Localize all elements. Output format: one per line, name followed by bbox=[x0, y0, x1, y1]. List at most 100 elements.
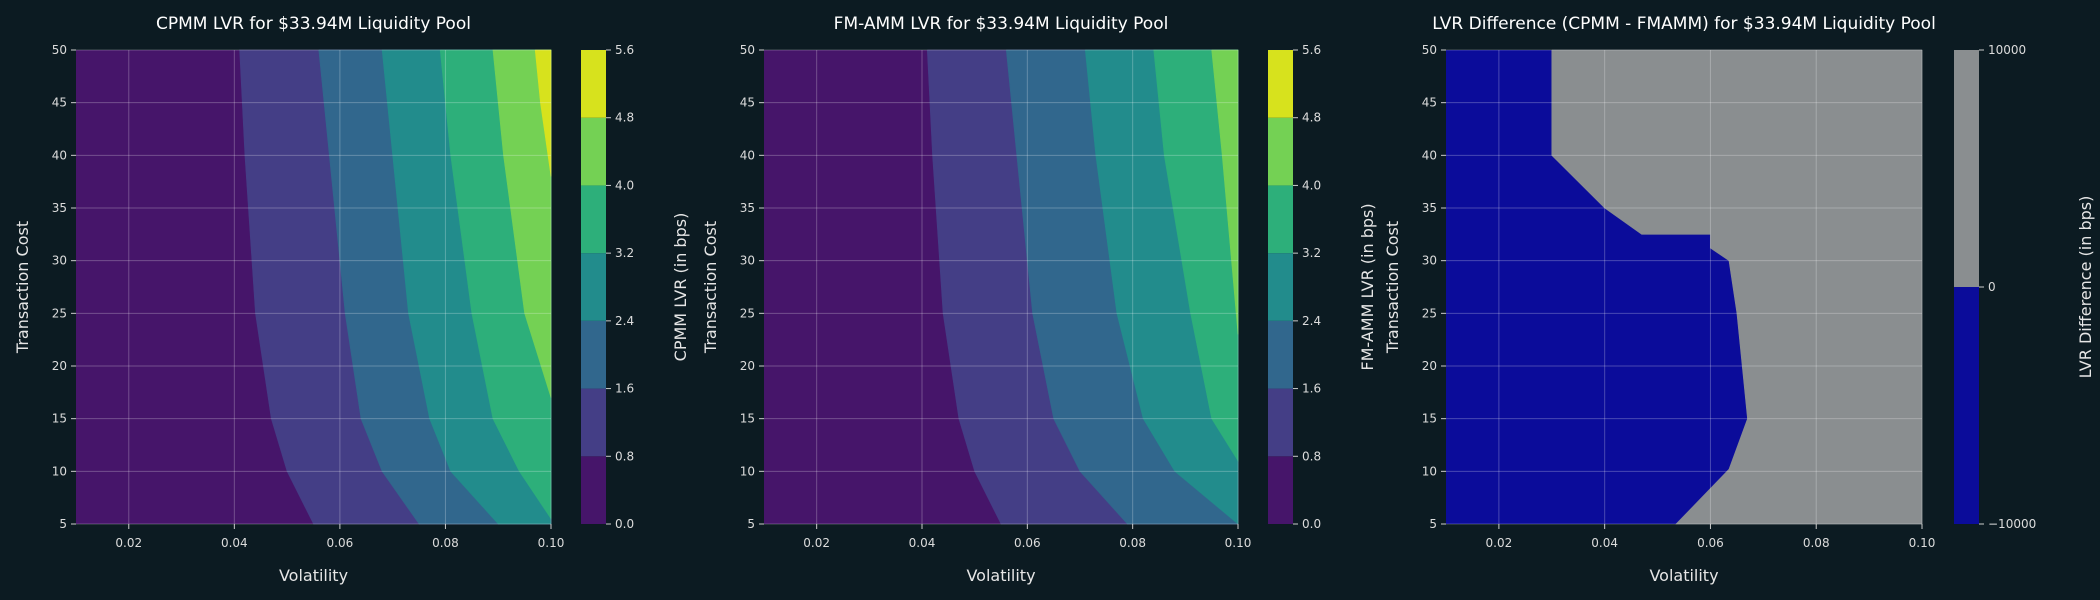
x-tick-label: 0.08 bbox=[1119, 536, 1146, 550]
y-tick-label: 10 bbox=[740, 464, 755, 478]
x-tick-label: 0.02 bbox=[803, 536, 830, 550]
colorbar-tick-label: 0 bbox=[1988, 280, 1996, 294]
colorbar-segment bbox=[1268, 117, 1293, 186]
colorbar-segment bbox=[1954, 287, 1979, 524]
contour-band-6 bbox=[1211, 49, 1239, 335]
colorbar-tick-label: 5.6 bbox=[615, 43, 634, 57]
y-tick-label: 5 bbox=[1429, 517, 1437, 531]
colorbar-segment bbox=[1954, 50, 1979, 287]
y-tick-label: 25 bbox=[1422, 306, 1437, 320]
y-axis-label: Transaction Cost bbox=[1383, 221, 1402, 354]
colorbar-segment bbox=[1268, 456, 1293, 524]
y-tick-label: 40 bbox=[52, 148, 67, 162]
y-tick-label: 5 bbox=[747, 517, 755, 531]
y-axis-label: Transaction Cost bbox=[13, 221, 32, 354]
contour-band-6 bbox=[492, 49, 552, 398]
colorbar-tick-label: 1.6 bbox=[615, 382, 634, 396]
colorbar-tick-label: 4.8 bbox=[1302, 111, 1321, 125]
x-tick-label: 0.06 bbox=[1014, 536, 1041, 550]
x-axis-label: Volatility bbox=[1649, 566, 1718, 585]
x-tick-label: 0.10 bbox=[1225, 536, 1252, 550]
colorbar-segment bbox=[581, 50, 606, 118]
y-tick-label: 40 bbox=[740, 148, 755, 162]
colorbar-label: LVR Difference (in bps) bbox=[2076, 196, 2095, 379]
subplot-3: 0.02 0.04 0.06 0.08 0.10 5 10 15 20 25 30 35 40 45 50 L… bbox=[1383, 14, 2095, 585]
x-axis-label: Volatility bbox=[966, 566, 1035, 585]
colorbar-segment bbox=[1268, 185, 1293, 254]
colorbar-segment bbox=[1268, 320, 1293, 389]
x-tick-label: 0.10 bbox=[538, 536, 565, 550]
x-tick-label: 0.02 bbox=[1486, 536, 1513, 550]
subplot-1: 0.02 0.04 0.06 0.08 0.10 5 10 15 20 25 30 35 40 45 50 C… bbox=[13, 14, 690, 585]
colorbar-label: FM-AMM LVR (in bps) bbox=[1358, 203, 1377, 370]
y-tick-label: 20 bbox=[1422, 359, 1437, 373]
y-tick-label: 20 bbox=[740, 359, 755, 373]
colorbar-tick-label: 0.0 bbox=[1302, 517, 1321, 531]
y-tick-label: 45 bbox=[52, 96, 67, 110]
colorbar-segment bbox=[581, 185, 606, 254]
colorbar-tick-label: 3.2 bbox=[1302, 246, 1321, 260]
x-tick-label: 0.02 bbox=[115, 536, 142, 550]
y-tick-label: 20 bbox=[52, 359, 67, 373]
colorbar-tick-label: −10000 bbox=[1988, 517, 2036, 531]
y-tick-label: 30 bbox=[52, 254, 67, 268]
colorbar-segment bbox=[1268, 388, 1293, 457]
x-tick-label: 0.06 bbox=[327, 536, 354, 550]
subplot-2: 0.02 0.04 0.06 0.08 0.10 5 10 15 20 25 30 35 40 45 50 F… bbox=[701, 14, 1377, 585]
contour-band-7 bbox=[534, 49, 552, 177]
colorbar-tick-label: 4.8 bbox=[615, 111, 634, 125]
x-tick-label: 0.10 bbox=[1909, 536, 1936, 550]
y-tick-label: 25 bbox=[740, 306, 755, 320]
y-tick-label: 10 bbox=[52, 464, 67, 478]
contour-band-2 bbox=[1551, 49, 1923, 525]
y-tick-label: 45 bbox=[1422, 96, 1437, 110]
y-tick-label: 15 bbox=[740, 412, 755, 426]
y-tick-label: 5 bbox=[59, 517, 67, 531]
chart-title: CPMM LVR for $33.94M Liquidity Pool bbox=[156, 14, 471, 34]
y-tick-label: 30 bbox=[740, 254, 755, 268]
y-tick-label: 50 bbox=[52, 43, 67, 57]
y-axis-label: Transaction Cost bbox=[701, 221, 720, 354]
colorbar-tick-label: 0.0 bbox=[615, 517, 634, 531]
x-tick-label: 0.04 bbox=[221, 536, 248, 550]
colorbar-tick-label: 0.8 bbox=[1302, 449, 1321, 463]
y-tick-label: 15 bbox=[1422, 412, 1437, 426]
y-tick-label: 45 bbox=[740, 96, 755, 110]
colorbar-tick-label: 2.4 bbox=[1302, 314, 1321, 328]
colorbar-tick-label: 4.0 bbox=[1302, 178, 1321, 192]
x-tick-label: 0.06 bbox=[1697, 536, 1724, 550]
colorbar-tick-label: 5.6 bbox=[1302, 43, 1321, 57]
x-tick-label: 0.08 bbox=[1803, 536, 1830, 550]
colorbar-tick-label: 2.4 bbox=[615, 314, 634, 328]
chart-title: FM-AMM LVR for $33.94M Liquidity Pool bbox=[834, 14, 1169, 34]
colorbar-segment bbox=[581, 388, 606, 457]
chart-title: LVR Difference (CPMM - FMAMM) for $33.94… bbox=[1432, 14, 1936, 34]
y-tick-label: 35 bbox=[1422, 201, 1437, 215]
y-tick-label: 50 bbox=[1422, 43, 1437, 57]
y-tick-label: 30 bbox=[1422, 254, 1437, 268]
y-tick-label: 15 bbox=[52, 412, 67, 426]
colorbar-tick-label: 3.2 bbox=[615, 246, 634, 260]
y-tick-label: 25 bbox=[52, 306, 67, 320]
colorbar-segment bbox=[1268, 50, 1293, 118]
y-tick-label: 40 bbox=[1422, 148, 1437, 162]
x-tick-label: 0.04 bbox=[1591, 536, 1618, 550]
colorbar-segment bbox=[581, 320, 606, 389]
colorbar-label: CPMM LVR (in bps) bbox=[671, 213, 690, 362]
colorbar-tick-label: 10000 bbox=[1988, 43, 2026, 57]
colorbar-tick-label: 0.8 bbox=[615, 449, 634, 463]
colorbar-segment bbox=[1268, 253, 1293, 321]
colorbar-segment bbox=[581, 456, 606, 524]
y-tick-label: 50 bbox=[740, 43, 755, 57]
x-tick-label: 0.04 bbox=[909, 536, 936, 550]
colorbar-segment bbox=[581, 117, 606, 186]
y-tick-label: 35 bbox=[52, 201, 67, 215]
y-tick-label: 35 bbox=[740, 201, 755, 215]
colorbar-tick-label: 4.0 bbox=[615, 178, 634, 192]
colorbar-tick-label: 1.6 bbox=[1302, 382, 1321, 396]
y-tick-label: 10 bbox=[1422, 464, 1437, 478]
colorbar-segment bbox=[581, 253, 606, 321]
x-tick-label: 0.08 bbox=[432, 536, 459, 550]
x-axis-label: Volatility bbox=[279, 566, 348, 585]
